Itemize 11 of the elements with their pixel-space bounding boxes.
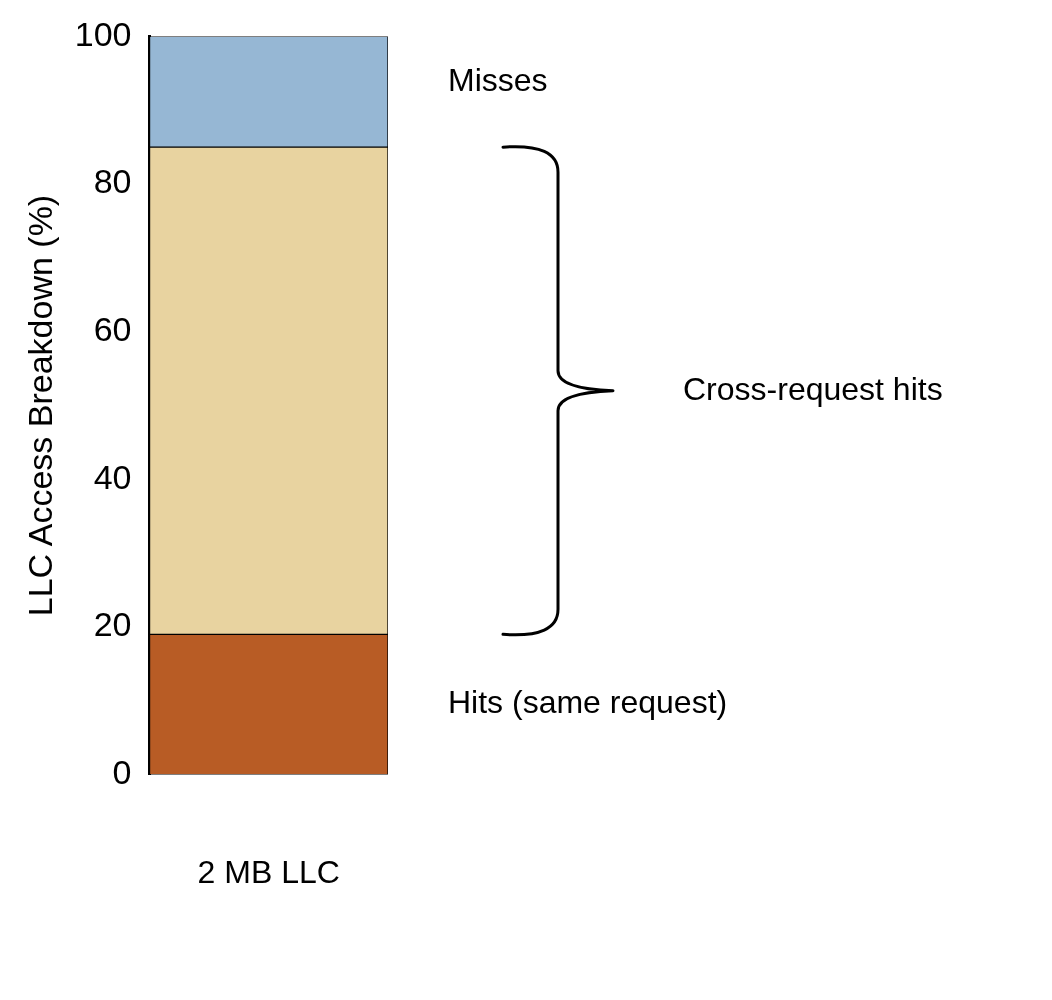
y-tick-label: 80 (93, 162, 132, 201)
y-tick-label: 0 (112, 752, 132, 791)
y-tick-label: 60 (93, 310, 132, 349)
series-label: Misses (448, 61, 548, 98)
y-tick-label: 20 (93, 605, 132, 644)
series-label: Hits (same request) (448, 684, 728, 721)
y-tick-label: 40 (93, 457, 132, 496)
text: Cross-request hits (683, 370, 943, 407)
y-axis-title: LLC Access Breakdown (%) (20, 194, 59, 617)
y-tick-label: 100 (74, 14, 132, 53)
x-tick-label: 2 MB LLC (197, 853, 340, 890)
